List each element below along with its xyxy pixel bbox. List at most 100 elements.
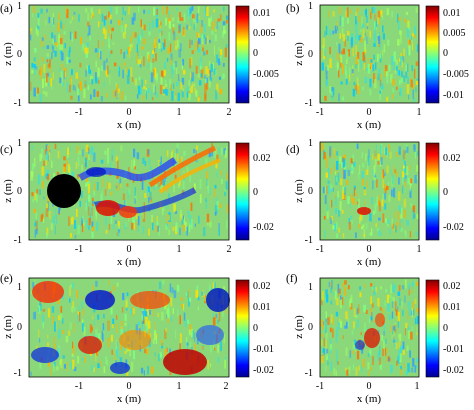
turbulence-streak (65, 336, 69, 343)
turbulence-streak (119, 177, 122, 184)
panel-a-ytick-0: 0 (17, 49, 22, 60)
turbulence-streak (95, 353, 97, 362)
turbulence-streak (108, 11, 110, 18)
panel-b-xtick-m1: -1 (316, 107, 324, 118)
turbulence-streak (210, 77, 213, 82)
panel-e-xtick-0: 0 (127, 381, 132, 392)
turbulence-streak (190, 202, 193, 211)
turbulence-streak (92, 367, 95, 372)
turbulence-streak (391, 282, 394, 293)
panel-b-label: (b) (286, 3, 300, 15)
turbulence-streak (61, 318, 64, 324)
turbulence-streak (226, 15, 229, 20)
turbulence-streak (402, 185, 404, 194)
turbulence-streak (95, 328, 98, 339)
turbulence-streak (107, 337, 110, 348)
turbulence-streak (147, 186, 150, 193)
turbulence-streak (327, 204, 329, 212)
turbulence-streak (178, 74, 180, 82)
turbulence-streak (179, 43, 182, 52)
turbulence-streak (136, 59, 138, 64)
turbulence-streak (352, 47, 355, 57)
turbulence-streak (327, 317, 330, 325)
turbulence-streak (53, 35, 56, 44)
turbulence-streak (345, 78, 348, 85)
turbulence-streak (110, 50, 113, 54)
turbulence-streak (334, 171, 337, 175)
turbulence-streak (146, 348, 149, 355)
turbulence-streak (169, 348, 171, 356)
turbulence-streak (117, 88, 120, 93)
turbulence-streak (214, 204, 218, 214)
turbulence-streak (65, 6, 67, 14)
panel-a-xtick-1: 1 (177, 107, 182, 118)
panel-c-colorbar (235, 142, 250, 241)
turbulence-streak (321, 319, 324, 327)
turbulence-streak (221, 31, 225, 38)
turbulence-streak (187, 319, 190, 324)
turbulence-streak (153, 7, 156, 16)
turbulence-streak (54, 361, 56, 367)
turbulence-streak (146, 322, 149, 331)
turbulence-streak (416, 307, 420, 313)
panel-d-xtick-m1: -1 (316, 244, 324, 255)
turbulence-streak (37, 174, 41, 185)
turbulence-streak (355, 16, 357, 24)
turbulence-streak (173, 183, 175, 193)
turbulence-streak (202, 34, 206, 39)
turbulence-streak (47, 334, 49, 339)
turbulence-streak (405, 370, 408, 376)
turbulence-streak (51, 306, 55, 313)
turbulence-streak (398, 334, 400, 339)
turbulence-streak (75, 72, 78, 79)
panel-b-noise (321, 6, 419, 102)
turbulence-streak (344, 286, 347, 296)
turbulence-streak (148, 31, 151, 36)
turbulence-streak (82, 149, 84, 157)
turbulence-streak (361, 210, 363, 220)
turbulence-streak (162, 6, 165, 15)
turbulence-streak (214, 347, 216, 351)
turbulence-streak (86, 47, 89, 54)
turbulence-streak (66, 160, 68, 166)
turbulence-streak (43, 160, 45, 166)
turbulence-streak (390, 74, 392, 83)
turbulence-streak (366, 36, 368, 45)
turbulence-streak (373, 43, 376, 47)
panel-e-label: (e) (0, 273, 13, 285)
turbulence-streak (94, 48, 98, 53)
turbulence-streak (162, 89, 166, 94)
turbulence-streak (406, 84, 410, 94)
panel-a-ytick-m1: -1 (14, 98, 22, 109)
turbulence-streak (369, 30, 371, 38)
turbulence-streak (329, 217, 332, 224)
turbulence-streak (184, 320, 187, 327)
turbulence-streak (384, 65, 388, 72)
turbulence-streak (40, 301, 42, 311)
turbulence-streak (168, 21, 171, 29)
turbulence-streak (371, 197, 373, 205)
turbulence-streak (412, 89, 414, 99)
turbulence-streak (113, 89, 116, 98)
panel-b-cbtick-1: 0.005 (443, 28, 466, 39)
turbulence-streak (215, 313, 218, 319)
turbulence-streak (42, 78, 44, 89)
turbulence-streak (214, 34, 217, 42)
panel-b-cbtick-2: 0 (443, 48, 448, 59)
turbulence-streak (397, 191, 401, 201)
turbulence-streak (389, 294, 392, 303)
turbulence-streak (210, 149, 213, 157)
turbulence-streak (54, 50, 57, 57)
turbulence-streak (142, 226, 145, 234)
turbulence-streak (133, 219, 135, 230)
turbulence-streak (159, 352, 162, 358)
turbulence-streak (53, 344, 56, 354)
turbulence-streak (39, 93, 42, 102)
turbulence-streak (31, 144, 33, 151)
turbulence-streak (368, 149, 370, 158)
turbulence-streak (361, 151, 363, 159)
turbulence-streak (95, 60, 97, 68)
turbulence-streak (402, 75, 406, 82)
turbulence-streak (340, 321, 343, 328)
turbulence-streak (341, 50, 343, 55)
